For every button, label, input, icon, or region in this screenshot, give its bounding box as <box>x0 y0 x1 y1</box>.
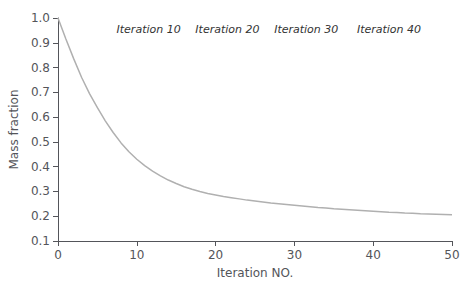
svg-text:40: 40 <box>366 248 381 262</box>
svg-text:50: 50 <box>444 248 459 262</box>
svg-text:0.2: 0.2 <box>31 209 50 223</box>
svg-text:Iteration 30: Iteration 30 <box>274 23 338 36</box>
svg-text:20: 20 <box>208 248 223 262</box>
svg-text:0.4: 0.4 <box>31 160 50 174</box>
svg-text:0: 0 <box>54 248 62 262</box>
svg-text:Mass fraction: Mass fraction <box>7 89 21 169</box>
svg-text:0.6: 0.6 <box>31 110 50 124</box>
svg-text:Iteration NO.: Iteration NO. <box>217 266 293 280</box>
svg-text:0.3: 0.3 <box>31 184 50 198</box>
svg-text:0.7: 0.7 <box>31 85 50 99</box>
svg-text:0.5: 0.5 <box>31 135 50 149</box>
svg-text:Iteration 20: Iteration 20 <box>195 23 259 36</box>
svg-text:1.0: 1.0 <box>31 11 50 25</box>
svg-text:30: 30 <box>287 248 302 262</box>
svg-text:0.9: 0.9 <box>31 36 50 50</box>
svg-text:Iteration 40: Iteration 40 <box>357 23 421 36</box>
svg-text:0.8: 0.8 <box>31 61 50 75</box>
svg-text:0.1: 0.1 <box>31 234 50 248</box>
svg-text:Iteration 10: Iteration 10 <box>117 23 181 36</box>
svg-text:10: 10 <box>129 248 144 262</box>
